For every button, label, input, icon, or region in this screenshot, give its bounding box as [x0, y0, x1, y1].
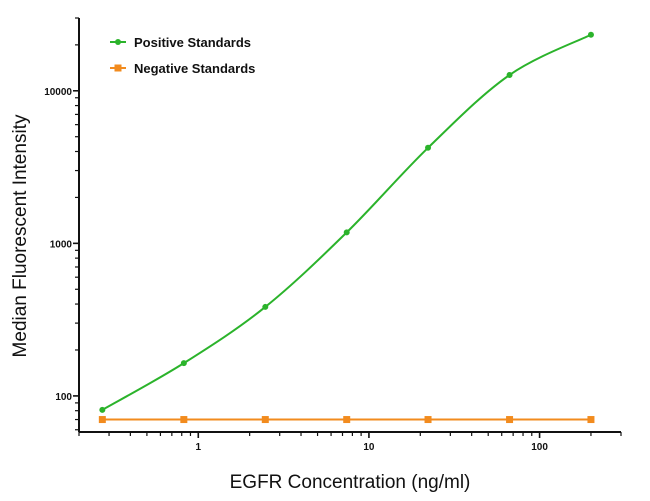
data-point: [98, 416, 106, 424]
axes: 1 10 100 100 1000 10000: [44, 17, 622, 453]
data-point: [180, 360, 187, 367]
data-point: [343, 229, 350, 236]
legend-label: Negative Standards: [134, 61, 255, 76]
data-point: [587, 31, 594, 38]
legend-marker: [115, 39, 121, 45]
y-tick-label: 100: [55, 392, 72, 403]
legend: Positive Standards Negative Standards: [110, 35, 255, 76]
data-point: [425, 144, 432, 151]
data-point: [343, 416, 351, 424]
data-point: [261, 416, 269, 424]
data-point: [506, 416, 514, 424]
y-axis-label: Median Fluorescent Intensity: [10, 114, 31, 357]
legend-label: Positive Standards: [134, 35, 251, 50]
plot-area: [98, 31, 595, 424]
data-point: [424, 416, 432, 424]
x-tick-label: 10: [363, 442, 375, 453]
data-point: [506, 71, 513, 78]
x-tick-label: 100: [531, 442, 548, 453]
data-point: [262, 303, 269, 310]
series-line: [101, 33, 592, 411]
data-point: [587, 416, 595, 424]
data-point: [99, 406, 106, 413]
y-tick-label: 10000: [44, 87, 72, 98]
x-axis-label: EGFR Concentration (ng/ml): [230, 472, 471, 493]
legend-marker: [114, 64, 122, 72]
x-tick-label: 1: [195, 442, 201, 453]
data-point: [180, 416, 188, 424]
y-tick-label: 1000: [50, 239, 73, 250]
